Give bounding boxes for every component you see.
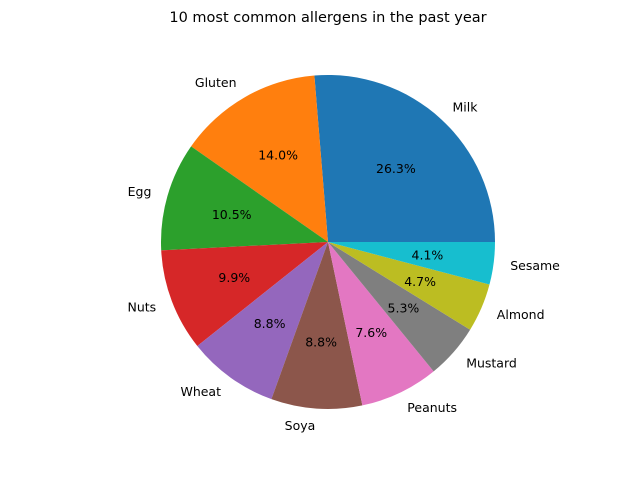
slice-label-mustard: Mustard: [466, 356, 517, 371]
slice-label-gluten: Gluten: [195, 75, 237, 90]
pct-label-gluten: 14.0%: [258, 148, 298, 163]
pct-label-soya: 8.8%: [305, 335, 337, 350]
slice-label-almond: Almond: [497, 307, 545, 322]
slice-label-milk: Milk: [453, 99, 479, 114]
slice-label-nuts: Nuts: [128, 299, 157, 314]
pie-slices: [160, 75, 496, 409]
pie-slice-nuts: [161, 242, 328, 347]
pie-slice-mustard: [328, 242, 471, 372]
pct-label-nuts: 9.9%: [218, 270, 250, 285]
pct-label-mustard: 5.3%: [388, 301, 420, 316]
slice-label-peanuts: Peanuts: [407, 400, 457, 415]
pie-slice-almond: [328, 242, 490, 330]
pie-slice-milk: [314, 75, 495, 242]
pie-slice-peanuts: [328, 242, 434, 406]
pie-slice-wheat: [197, 242, 328, 400]
pie-slice-gluten: [191, 75, 328, 242]
slice-label-egg: Egg: [128, 184, 152, 199]
chart-title: 10 most common allergens in the past yea…: [169, 10, 486, 26]
pct-label-almond: 4.7%: [404, 274, 436, 289]
pie-slice-sesame: [328, 242, 496, 285]
pct-label-peanuts: 7.6%: [355, 325, 387, 340]
pie-slice-egg: [160, 146, 328, 251]
slice-label-sesame: Sesame: [510, 258, 560, 273]
pct-label-wheat: 8.8%: [254, 316, 286, 331]
slice-label-wheat: Wheat: [180, 384, 221, 399]
pct-label-sesame: 4.1%: [412, 247, 444, 262]
pct-label-milk: 26.3%: [376, 161, 416, 176]
slice-label-soya: Soya: [285, 418, 316, 433]
pie-labels: Milk 26.3% Gluten 14.0% Egg 10.5% Nuts 9.9% Whea…: [128, 75, 561, 433]
pct-label-egg: 10.5%: [212, 207, 252, 222]
pie-slice-soya: [271, 242, 363, 409]
